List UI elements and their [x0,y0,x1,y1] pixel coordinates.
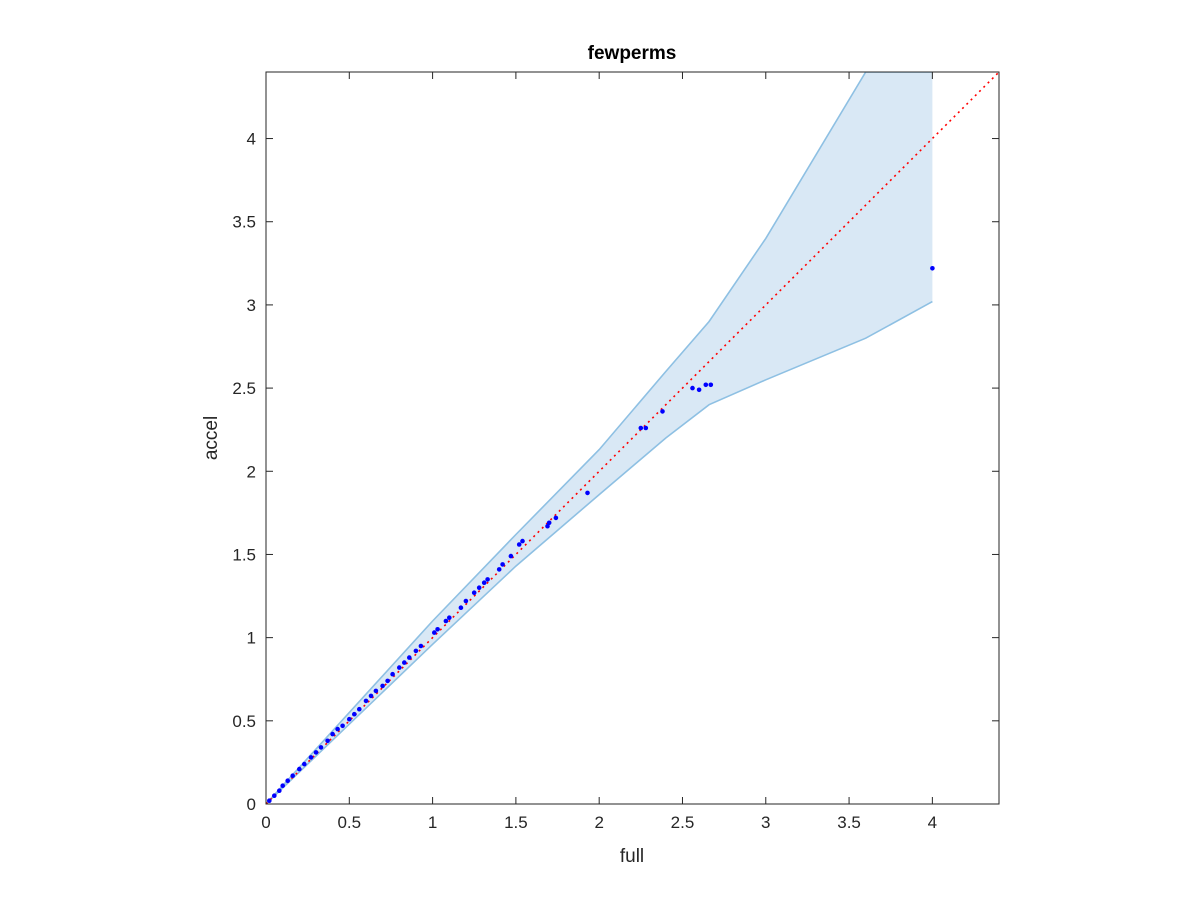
x-tick-label: 3 [761,813,770,832]
data-point [643,425,649,431]
data-point [402,660,407,665]
data-point [553,515,559,521]
data-point [481,580,487,585]
data-point [397,665,402,670]
data-point [432,630,437,635]
data-point [435,627,440,632]
data-point [458,605,464,610]
data-point [443,618,449,624]
data-point [325,738,330,744]
data-point [308,755,314,760]
y-tick-label: 4 [247,130,256,149]
data-point [380,683,385,689]
data-point [407,655,412,660]
y-tick-label: 2.5 [232,379,256,398]
data-point [508,553,514,559]
data-point [463,598,469,604]
data-point [352,711,357,717]
data-point [413,648,419,654]
x-tick-label: 4 [928,813,937,832]
data-point [585,490,590,496]
data-point [318,745,324,750]
y-tick-label: 0.5 [232,712,256,731]
y-tick-label: 2 [247,462,256,481]
data-point [330,731,335,737]
data-point [520,538,525,544]
data-point [285,778,291,783]
plot-area: 0 0.5 1 1.5 2 2.5 3 3.5 4 0 0.5 1 1.5 2 2.5 3 3.5 4 [232,71,1000,832]
data-point [340,723,345,729]
data-point [390,671,395,677]
data-point [708,382,714,388]
axes-box [265,71,1000,805]
data-point [272,793,277,798]
data-point [313,750,319,755]
x-tick-label: 0.5 [337,813,361,832]
x-tick-label: 1 [428,813,437,832]
y-tick-label: 1.5 [232,545,256,564]
y-tick-label: 3 [247,296,256,315]
y-axis-title: accel [201,416,222,460]
x-tick-label: 3.5 [837,813,861,832]
data-point [357,706,362,712]
data-point [280,783,286,788]
y-tick-label: 1 [247,629,256,648]
x-axis-title: full [620,846,644,867]
data-point [485,577,490,582]
data-point [660,409,665,414]
x-tick-label: 2 [594,813,603,832]
data-point [500,562,505,567]
x-tick-label: 1.5 [504,813,528,832]
y-tick-label: 3.5 [232,213,256,232]
data-point [368,693,374,699]
band-lower-edge [266,300,933,804]
chart-title: fewperms [588,43,677,64]
data-point [363,698,369,704]
reference-line [266,72,999,804]
data-point [703,382,709,388]
data-point [545,523,550,529]
data-point [447,615,452,620]
band-upper-edge [266,72,933,804]
data-layer [266,72,999,804]
data-point [267,798,272,803]
data-point [496,567,502,572]
data-point [690,385,695,391]
data-point [385,678,390,684]
data-point [373,688,379,694]
data-point [347,716,352,722]
data-point [546,520,552,526]
x-tick-label: 0 [261,813,270,832]
x-tick-label: 2.5 [671,813,695,832]
data-point [638,425,644,431]
data-point [418,643,424,649]
data-point [297,766,302,772]
data-point [277,788,282,793]
data-point [930,266,935,271]
data-point [302,761,307,767]
data-point [471,590,477,595]
data-point [335,726,340,732]
data-point [290,773,296,778]
data-point [516,542,522,547]
data-point [696,387,702,393]
y-tick-label: 0 [247,795,256,814]
data-point [476,585,482,590]
